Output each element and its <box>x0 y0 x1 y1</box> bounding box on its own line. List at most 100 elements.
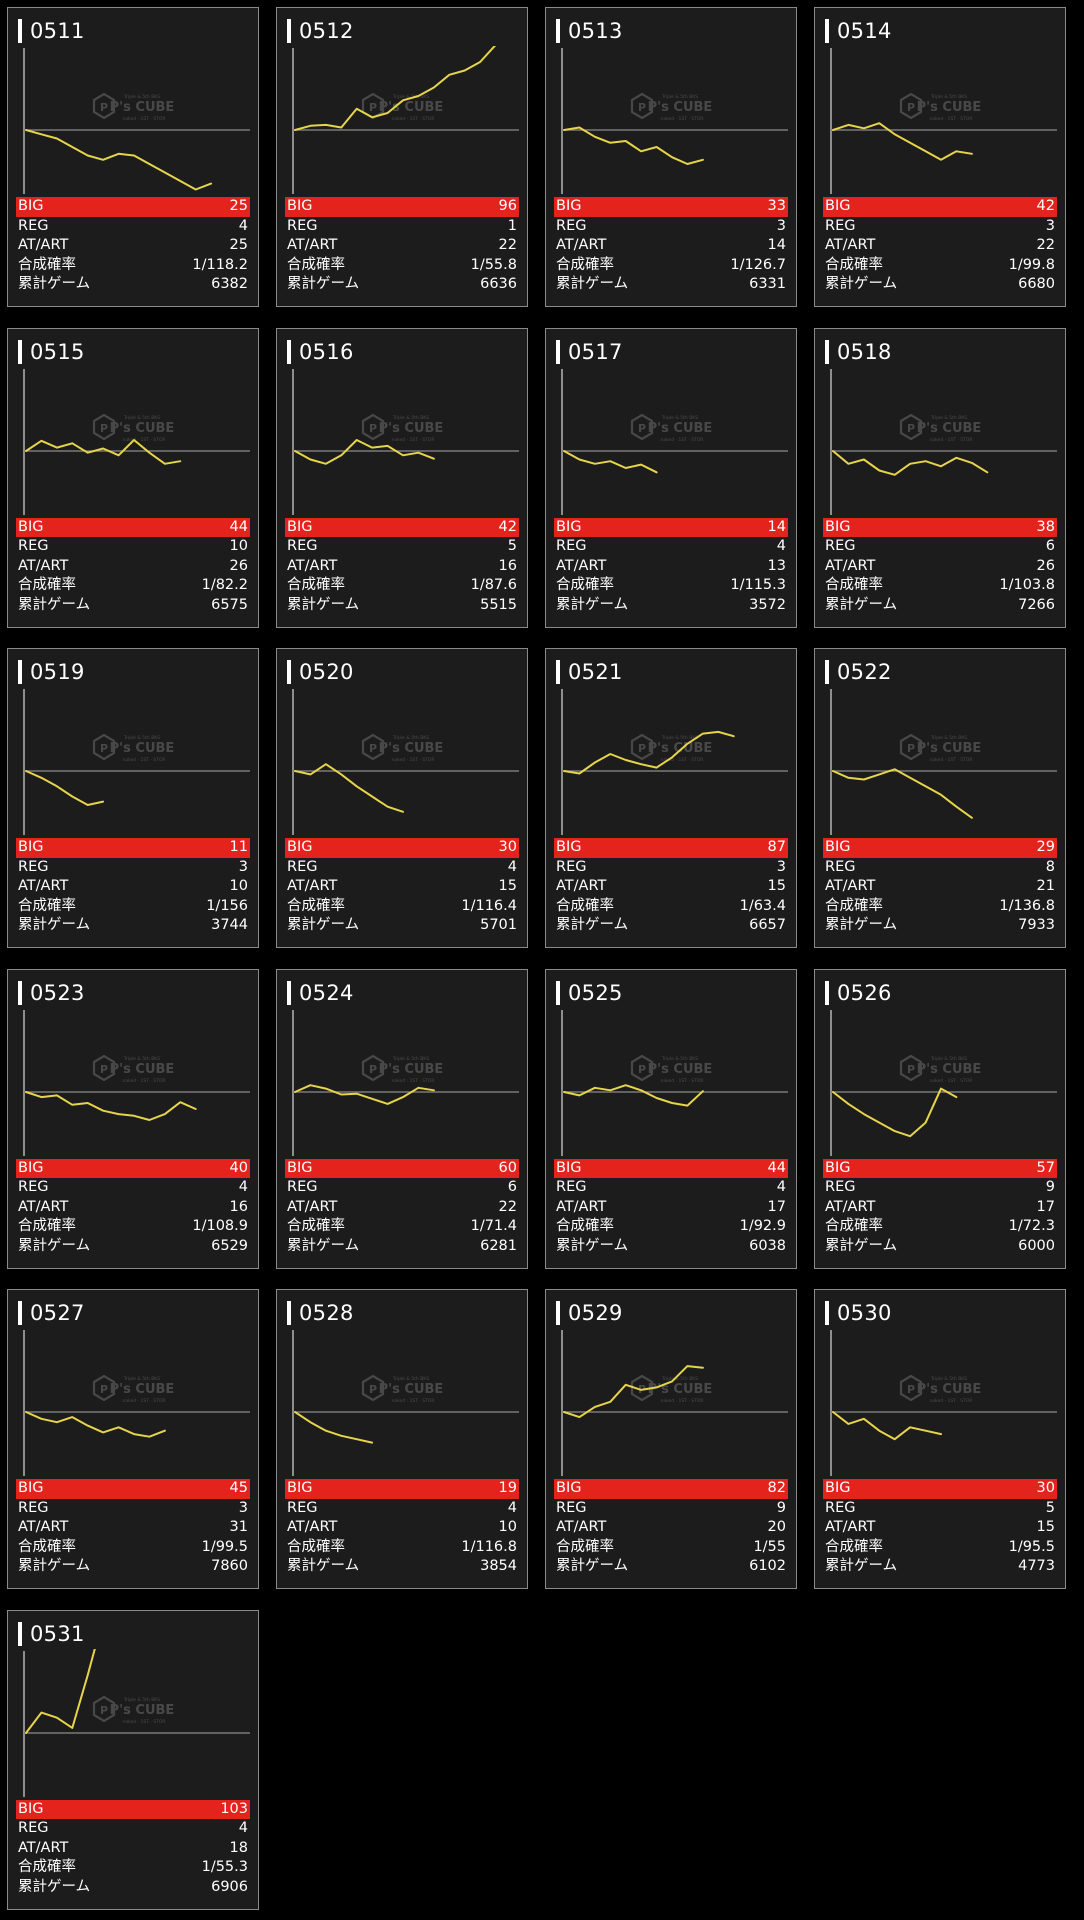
at-row: AT/ART 10 <box>16 877 250 897</box>
card-header: 0528 <box>287 1300 354 1326</box>
games-label: 累計ゲーム <box>825 1558 898 1575</box>
big-label: BIG <box>18 198 44 214</box>
day-card-0513[interactable]: 0513 P Triple & 5th BKS P's CUBE naked · 1S… <box>545 7 797 307</box>
slump-line-series <box>563 1083 704 1107</box>
prob-row: 合成確率 1/108.9 <box>16 1217 250 1237</box>
day-card-0517[interactable]: 0517 P Triple & 5th BKS P's CUBE naked · 1S… <box>545 327 797 628</box>
big-row: BIG 82 <box>554 1479 788 1499</box>
slump-graph: P Triple & 5th BKS P's CUBE naked · 1ST · S… <box>16 46 250 196</box>
games-row: 累計ゲーム 5701 <box>285 916 519 936</box>
watermark-hex-icon <box>630 733 654 761</box>
prob-value: 1/115.3 <box>730 577 786 594</box>
reg-label: REG <box>556 217 587 234</box>
prob-label: 合成確率 <box>825 256 883 273</box>
games-value: 6038 <box>749 1237 786 1254</box>
svg-text:P: P <box>638 1063 646 1076</box>
prob-label: 合成確率 <box>18 1218 76 1235</box>
day-card-0527[interactable]: 0527 P Triple & 5th BKS P's CUBE naked · 1S… <box>7 1289 259 1589</box>
reg-value: 9 <box>1045 1179 1055 1196</box>
slump-line-series <box>25 770 105 806</box>
at-value: 16 <box>498 557 517 574</box>
big-value: 38 <box>1036 518 1055 535</box>
watermark-hex-icon <box>899 1374 923 1402</box>
prob-label: 合成確率 <box>287 577 345 594</box>
day-card-0529[interactable]: 0529 P Triple & 5th BKS P's CUBE naked · 1S… <box>545 1289 797 1589</box>
day-card-0518[interactable]: 0518 P Triple & 5th BKS P's CUBE naked · 1S… <box>814 327 1066 628</box>
date-label: 0516 <box>299 339 354 364</box>
day-card-0530[interactable]: 0530 P Triple & 5th BKS P's CUBE naked · 1S… <box>814 1289 1066 1589</box>
svg-text:naked · 1ST · STOR: naked · 1ST · STOR <box>660 116 703 122</box>
svg-text:Triple & 5th BKS: Triple & 5th BKS <box>661 94 698 100</box>
day-card-0523[interactable]: 0523 P Triple & 5th BKS P's CUBE naked · 1S… <box>7 968 259 1269</box>
day-card-0512[interactable]: 0512 P Triple & 5th BKS P's CUBE naked · 1S… <box>276 7 528 307</box>
games-value: 6102 <box>749 1558 786 1575</box>
svg-text:P: P <box>100 1704 108 1717</box>
prob-row: 合成確率 1/55 <box>554 1538 788 1558</box>
at-label: AT/ART <box>287 237 338 254</box>
date-label: 0515 <box>30 339 85 364</box>
stats-table: BIG 33 REG 3 AT/ART 14 合成確率 1/126.7 累計ゲー… <box>554 197 788 295</box>
prob-value: 1/55 <box>753 1538 786 1555</box>
at-row: AT/ART 16 <box>16 1198 250 1218</box>
day-card-0528[interactable]: 0528 P Triple & 5th BKS P's CUBE naked · 1S… <box>276 1289 528 1589</box>
big-label: BIG <box>287 1159 313 1176</box>
svg-text:naked · 1ST · STOR: naked · 1ST · STOR <box>391 1398 434 1404</box>
slump-line-series <box>832 768 973 819</box>
reg-label: REG <box>287 538 318 555</box>
svg-text:P's CUBE: P's CUBE <box>110 421 175 436</box>
svg-text:naked · 1ST · STOR: naked · 1ST · STOR <box>660 1078 703 1084</box>
at-value: 25 <box>229 237 248 254</box>
prob-value: 1/63.4 <box>739 897 786 914</box>
svg-text:Triple & 5th BKS: Triple & 5th BKS <box>930 415 967 421</box>
slump-graph: P Triple & 5th BKS P's CUBE naked · 1ST · S… <box>554 1328 788 1478</box>
games-value: 6657 <box>749 917 786 934</box>
reg-row: REG 6 <box>285 1178 519 1198</box>
day-card-0525[interactable]: 0525 P Triple & 5th BKS P's CUBE naked · 1S… <box>545 968 797 1269</box>
card-header: 0518 <box>825 339 892 365</box>
svg-text:P's CUBE: P's CUBE <box>917 100 982 115</box>
big-value: 57 <box>1036 1159 1055 1176</box>
games-value: 6000 <box>1018 1237 1055 1254</box>
games-value: 6636 <box>480 276 517 293</box>
slump-graph: P Triple & 5th BKS P's CUBE naked · 1ST · S… <box>554 1008 788 1158</box>
at-label: AT/ART <box>18 557 69 574</box>
stats-table: BIG 19 REG 4 AT/ART 10 合成確率 1/116.8 累計ゲー… <box>285 1479 519 1577</box>
day-card-0521[interactable]: 0521 P Triple & 5th BKS P's CUBE naked · 1S… <box>545 648 797 948</box>
title-accent-bar <box>18 660 22 684</box>
day-card-0514[interactable]: 0514 P Triple & 5th BKS P's CUBE naked · 1S… <box>814 7 1066 307</box>
card-header: 0523 <box>18 980 85 1006</box>
games-row: 累計ゲーム 6636 <box>285 275 519 295</box>
games-value: 3744 <box>211 917 248 934</box>
slump-graph: P Triple & 5th BKS P's CUBE naked · 1ST · S… <box>823 1328 1057 1478</box>
day-card-0522[interactable]: 0522 P Triple & 5th BKS P's CUBE naked · 1S… <box>814 648 1066 948</box>
prob-row: 合成確率 1/55.8 <box>285 256 519 276</box>
games-label: 累計ゲーム <box>825 276 898 293</box>
big-row: BIG 38 <box>823 517 1057 538</box>
date-label: 0517 <box>568 339 623 364</box>
day-card-0526[interactable]: 0526 P Triple & 5th BKS P's CUBE naked · 1S… <box>814 968 1066 1269</box>
day-card-0519[interactable]: 0519 P Triple & 5th BKS P's CUBE naked · 1S… <box>7 648 259 948</box>
svg-text:P: P <box>907 101 915 114</box>
reg-label: REG <box>556 1499 587 1516</box>
prob-value: 1/136.8 <box>999 897 1055 914</box>
day-card-0511[interactable]: 0511 P Triple & 5th BKS P's CUBE naked · 1S… <box>7 7 259 307</box>
slump-line-series <box>25 129 213 191</box>
prob-value: 1/116.8 <box>461 1538 517 1555</box>
day-card-0524[interactable]: 0524 P Triple & 5th BKS P's CUBE naked · 1S… <box>276 968 528 1269</box>
at-row: AT/ART 20 <box>554 1518 788 1538</box>
day-card-0531[interactable]: 0531 P Triple & 5th BKS P's CUBE naked · 1S… <box>7 1609 259 1910</box>
at-row: AT/ART 16 <box>285 557 519 577</box>
big-row: BIG 44 <box>16 517 250 538</box>
svg-text:Triple & 5th BKS: Triple & 5th BKS <box>123 1056 160 1062</box>
prob-value: 1/55.8 <box>470 256 517 273</box>
title-accent-bar <box>287 660 291 684</box>
games-value: 3572 <box>749 596 786 613</box>
day-card-0516[interactable]: 0516 P Triple & 5th BKS P's CUBE naked · 1S… <box>276 327 528 628</box>
day-card-0515[interactable]: 0515 P Triple & 5th BKS P's CUBE naked · 1S… <box>7 327 259 628</box>
svg-text:Triple & 5th BKS: Triple & 5th BKS <box>392 735 429 741</box>
day-card-0520[interactable]: 0520 P Triple & 5th BKS P's CUBE naked · 1S… <box>276 648 528 948</box>
stats-table: BIG 42 REG 5 AT/ART 16 合成確率 1/87.6 累計ゲーム… <box>285 517 519 616</box>
